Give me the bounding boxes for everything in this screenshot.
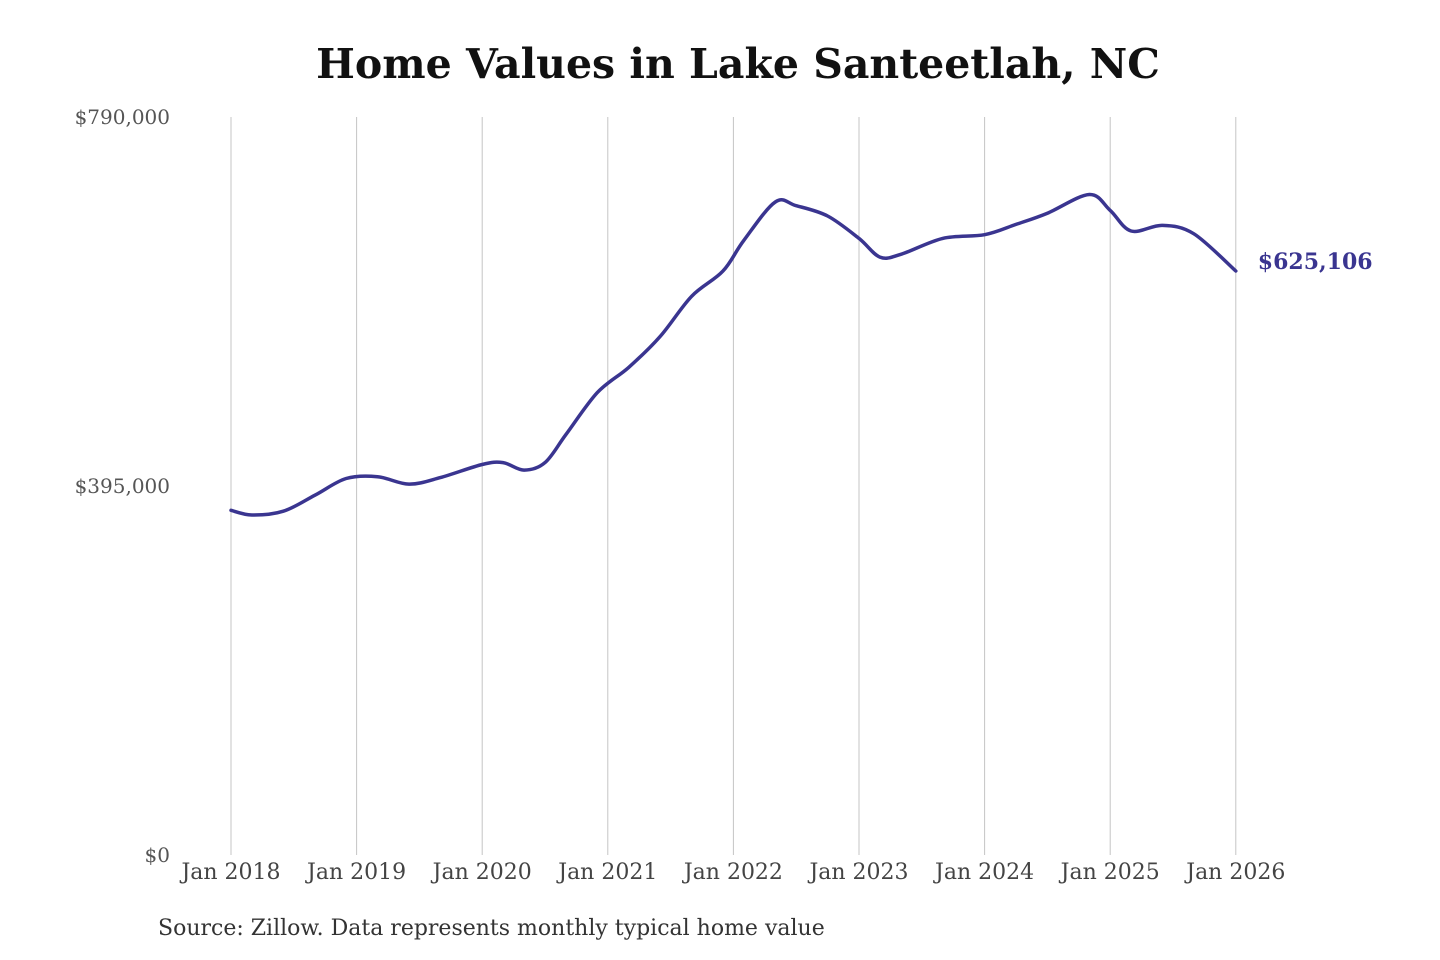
y-axis-ticks: $0 $395,000 $790,000	[75, 105, 170, 867]
x-tick-label: Jan 2022	[682, 860, 783, 885]
source-note: Source: Zillow. Data represents monthly …	[158, 916, 825, 941]
x-tick-label: Jan 2018	[179, 860, 280, 885]
x-tick-label: Jan 2020	[431, 860, 532, 885]
y-tick-label: $0	[145, 843, 170, 867]
x-tick-label: Jan 2023	[807, 860, 908, 885]
x-tick-label: Jan 2025	[1059, 860, 1160, 885]
series-line	[229, 192, 1238, 517]
series-layer: $625,106	[229, 192, 1373, 517]
x-tick-label: Jan 2024	[933, 860, 1034, 885]
chart-title: Home Values in Lake Santeetlah, NC	[316, 40, 1160, 88]
y-tick-label: $395,000	[75, 474, 170, 498]
gridlines	[230, 117, 1237, 855]
x-tick-label: Jan 2019	[305, 860, 406, 885]
y-tick-label: $790,000	[75, 105, 170, 129]
x-axis-ticks: Jan 2018 Jan 2019 Jan 2020 Jan 2021 Jan 2022…	[179, 860, 1285, 885]
end-value-label: $625,106	[1258, 249, 1373, 275]
x-tick-label: Jan 2021	[556, 860, 657, 885]
x-tick-label: Jan 2026	[1184, 860, 1285, 885]
